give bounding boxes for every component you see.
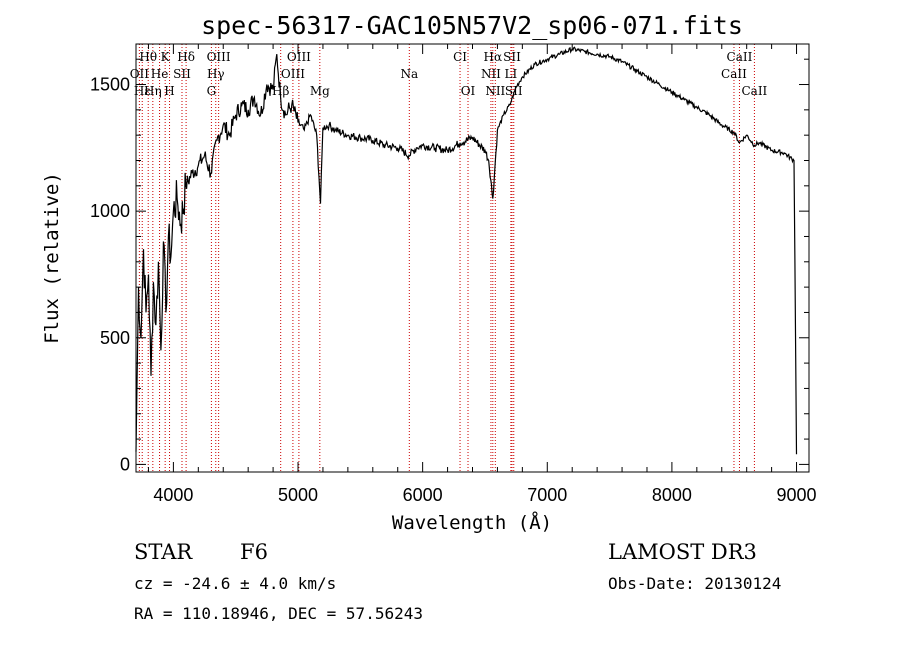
chart-title: spec-56317-GAC105N57V2_sp06-071.fits <box>201 11 743 40</box>
y-axis-ticks: 0 500 1000 1500 <box>90 58 809 474</box>
spectral-line-label: CaII <box>721 67 747 81</box>
spectral-line-label: OII <box>130 67 150 81</box>
spectral-line-label: OIII <box>287 50 311 64</box>
spectral-line-label: H <box>164 84 174 98</box>
y-tick-label: 1000 <box>90 201 130 221</box>
spectrum-line <box>135 46 798 455</box>
spectral-line-label: SII <box>173 67 191 81</box>
x-tick-label: 7000 <box>527 485 567 505</box>
spectral-line-label: NII <box>481 67 501 81</box>
spectral-line-label: Hδ <box>177 50 195 64</box>
spectral-line-label: Hε <box>134 84 151 98</box>
y-tick-label: 500 <box>100 328 130 348</box>
y-axis-label: Flux (relative) <box>41 172 63 344</box>
x-tick-label: 9000 <box>777 485 817 505</box>
spectral-line-label: SII <box>503 50 521 64</box>
x-tick-label: 5000 <box>278 485 318 505</box>
redshift-velocity: cz = -24.6 ± 4.0 km/s <box>134 574 336 593</box>
spectral-line-label: OIII <box>207 50 231 64</box>
x-tick-label: 8000 <box>652 485 692 505</box>
spectral-line-label: NII <box>485 84 505 98</box>
spectral-line-label: G <box>207 84 217 98</box>
spectral-line-label: OI <box>461 84 476 98</box>
spectral-line-label: Mg <box>310 84 330 98</box>
object-class: STAR <box>134 540 193 564</box>
spectral-line-label: LI <box>505 67 518 81</box>
spectral-line-markers <box>138 44 755 472</box>
spectral-line-label: Hη <box>144 84 162 98</box>
spectral-line-label: SII <box>505 84 523 98</box>
coordinates: RA = 110.18946, DEC = 57.56243 <box>134 604 423 623</box>
spectral-line-label: OIII <box>281 67 305 81</box>
survey-name: LAMOST DR3 <box>608 540 757 564</box>
x-axis-ticks: 4000 5000 6000 7000 8000 9000 <box>147 44 817 505</box>
y-tick-label: 0 <box>120 454 130 474</box>
spectral-line-label: CI <box>453 50 467 64</box>
spectral-line-label: CaII <box>727 50 753 64</box>
spectral-line-label: Na <box>400 67 418 81</box>
object-subclass: F6 <box>240 540 268 564</box>
spectral-line-label: Hα <box>484 50 503 64</box>
spectral-line-label: K <box>161 50 171 64</box>
observation-date: Obs-Date: 20130124 <box>608 574 781 593</box>
y-tick-label: 1500 <box>90 75 130 95</box>
x-axis-label: Wavelength (Å) <box>392 511 552 534</box>
x-tick-label: 6000 <box>403 485 443 505</box>
x-tick-label: 4000 <box>153 485 193 505</box>
spectral-line-label: He <box>151 67 169 81</box>
spectral-line-label: Hθ <box>139 50 157 64</box>
spectral-line-label: CaII <box>741 84 767 98</box>
spectral-line-label: Hγ <box>207 67 225 81</box>
